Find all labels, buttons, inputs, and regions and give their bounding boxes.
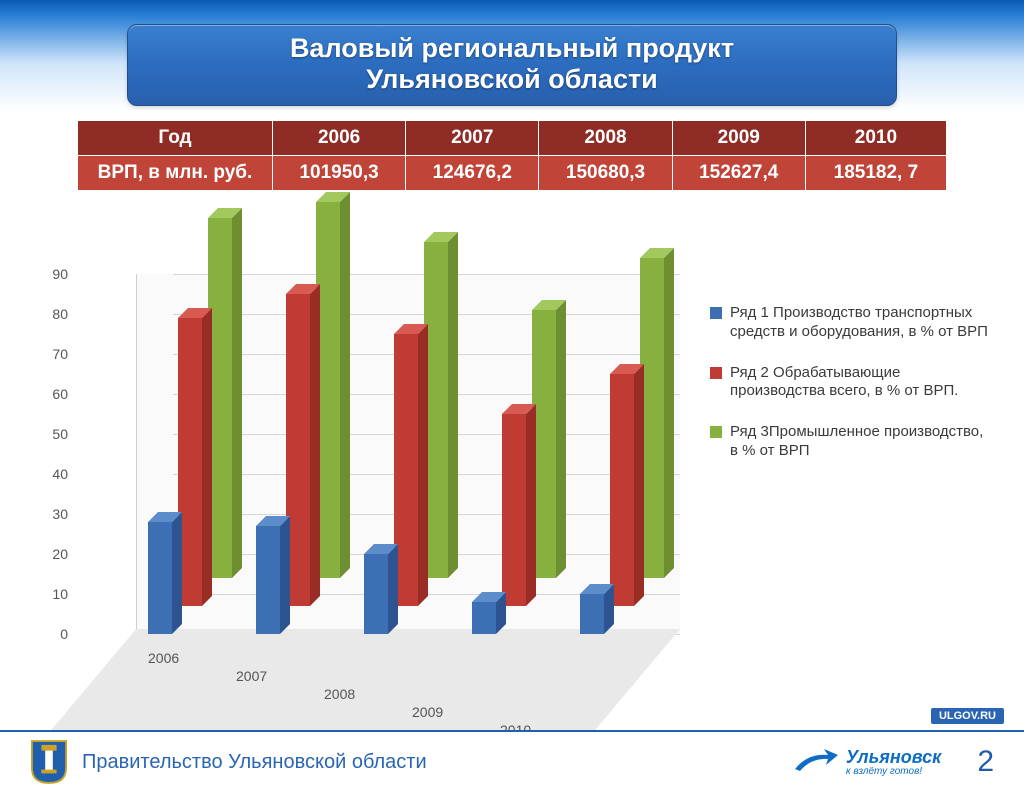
- y-tick: 90: [38, 266, 68, 282]
- table-header-cell: 2010: [805, 121, 946, 156]
- site-tag: ULGOV.RU: [931, 708, 1004, 724]
- table-cell: 101950,3: [273, 156, 406, 191]
- bar: [580, 594, 604, 634]
- y-tick: 20: [38, 546, 68, 562]
- bar: [148, 522, 172, 634]
- legend-swatch: [710, 367, 722, 379]
- plot-area: 20062007200820092010: [100, 274, 680, 644]
- bar: [610, 374, 634, 606]
- x-tick: 2007: [236, 668, 267, 684]
- y-axis: 0102030405060708090: [40, 264, 80, 624]
- footer: Правительство Ульяновской области Ульяно…: [0, 730, 1024, 792]
- y-tick: 10: [38, 586, 68, 602]
- bars-container: [136, 274, 680, 634]
- y-tick: 70: [38, 346, 68, 362]
- x-tick: 2009: [412, 704, 443, 720]
- bar: [364, 554, 388, 634]
- bar: [502, 414, 526, 606]
- region-crest-icon: [30, 739, 68, 785]
- legend-item: Ряд 3Промышленное производство, в % от В…: [710, 423, 990, 461]
- footer-right: Ульяновск к взлёту готов! 2: [794, 745, 994, 779]
- bar: [472, 602, 496, 634]
- brand: Ульяновск к взлёту готов!: [794, 747, 941, 777]
- table-header-cell: 2007: [406, 121, 539, 156]
- table-row-label: ВРП, в млн. руб.: [78, 156, 273, 191]
- table-cell: 124676,2: [406, 156, 539, 191]
- table-cell: 150680,3: [539, 156, 672, 191]
- y-tick: 60: [38, 386, 68, 402]
- y-tick: 50: [38, 426, 68, 442]
- legend-swatch: [710, 307, 722, 319]
- legend-swatch: [710, 426, 722, 438]
- brand-name: Ульяновск: [846, 748, 941, 766]
- table-cell: 185182, 7: [805, 156, 946, 191]
- table-header-cell: 2009: [672, 121, 805, 156]
- footer-left: Правительство Ульяновской области: [30, 739, 427, 785]
- legend-item: Ряд 1 Производство транспортных средств …: [710, 304, 990, 342]
- chart-legend: Ряд 1 Производство транспортных средств …: [710, 304, 990, 483]
- y-tick: 80: [38, 306, 68, 322]
- table-row: Год 2006 2007 2008 2009 2010: [78, 121, 947, 156]
- footer-org: Правительство Ульяновской области: [82, 751, 427, 774]
- brand-sub: к взлёту готов!: [846, 766, 941, 777]
- x-tick: 2006: [148, 650, 179, 666]
- table-row: ВРП, в млн. руб. 101950,3 124676,2 15068…: [78, 156, 947, 191]
- title-line-1: Валовый региональный продукт: [168, 33, 856, 64]
- title-line-2: Ульяновской области: [168, 64, 856, 95]
- table-header-year: Год: [78, 121, 273, 156]
- legend-label: Ряд 2 Обрабатывающие производства всего,…: [730, 364, 990, 402]
- brand-arrow-icon: [794, 747, 838, 777]
- legend-item: Ряд 2 Обрабатывающие производства всего,…: [710, 364, 990, 402]
- title-bar: Валовый региональный продукт Ульяновской…: [127, 24, 897, 106]
- legend-label: Ряд 1 Производство транспортных средств …: [730, 304, 990, 342]
- y-tick: 30: [38, 506, 68, 522]
- y-tick: 40: [38, 466, 68, 482]
- page-number: 2: [977, 745, 994, 779]
- table-header-cell: 2008: [539, 121, 672, 156]
- table-header-cell: 2006: [273, 121, 406, 156]
- x-tick: 2008: [324, 686, 355, 702]
- bar-chart-3d: 0 10 20 30 40 50 60 70 80 90 20062007200820092010: [40, 264, 700, 674]
- legend-label: Ряд 3Промышленное производство, в % от В…: [730, 423, 990, 461]
- y-tick: 0: [38, 626, 68, 642]
- bar: [256, 526, 280, 634]
- table-cell: 152627,4: [672, 156, 805, 191]
- vrp-table: Год 2006 2007 2008 2009 2010 ВРП, в млн.…: [77, 120, 947, 191]
